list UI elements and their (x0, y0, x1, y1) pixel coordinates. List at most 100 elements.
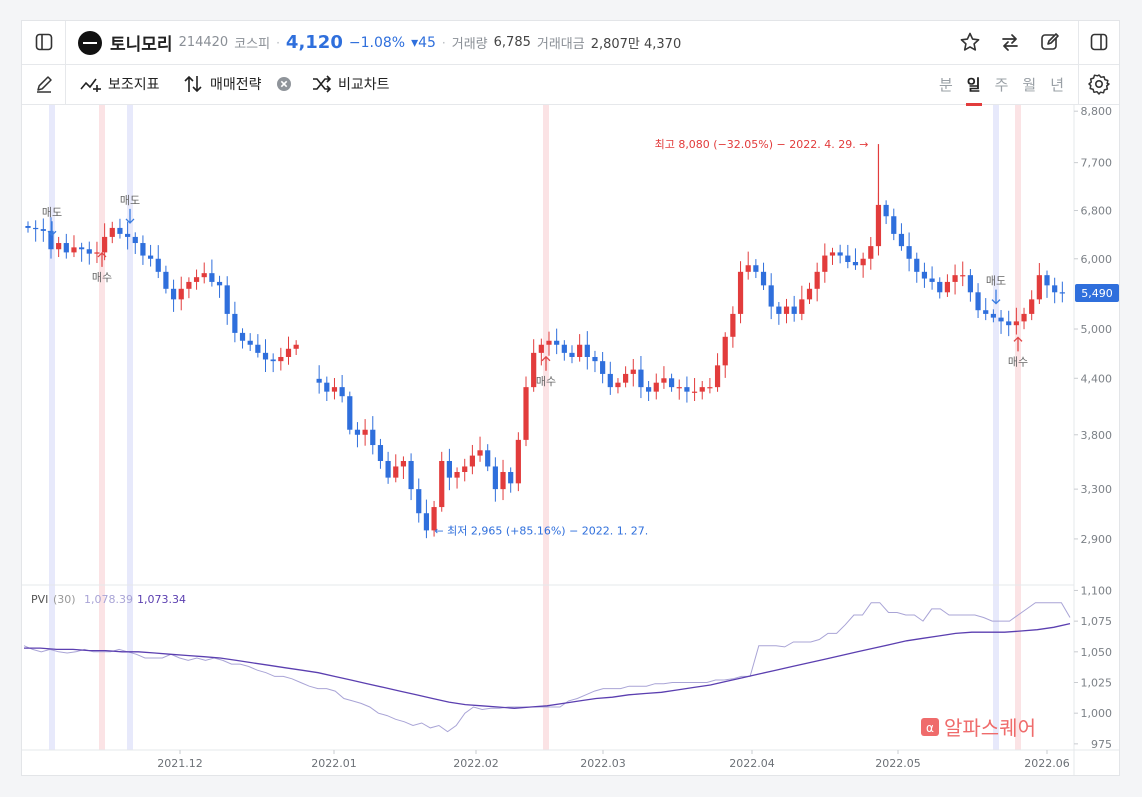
y-tick-label: 2,900 (1081, 533, 1113, 546)
signal-band-sell (127, 105, 133, 750)
candle-body (538, 344, 544, 353)
low-annotation: ← 최저 2,965 (+85.16%) − 2022. 1. 27. (434, 524, 648, 537)
y-tick-label: 5,000 (1081, 323, 1113, 336)
signal-band-buy (1015, 105, 1021, 750)
candle-body (883, 204, 889, 217)
candle-body (147, 255, 154, 259)
signal-band-sell (993, 105, 999, 750)
indicators-label: 보조지표 (108, 77, 160, 93)
candle-body (898, 233, 905, 247)
star-icon[interactable] (957, 29, 983, 55)
stock-name[interactable]: 토니모리 (110, 35, 173, 55)
candle-body (661, 378, 667, 383)
candle-body (998, 317, 1004, 322)
y-tick-label: 3,800 (1081, 429, 1113, 442)
candle-body (354, 429, 361, 435)
indicator-chart-icon (80, 78, 101, 92)
change-percent: −1.08% (348, 34, 406, 51)
buy-arrow-icon (97, 251, 107, 267)
candle-body (79, 247, 85, 250)
candle-body (1013, 321, 1019, 326)
tab-year[interactable]: 년 (1050, 75, 1064, 94)
candle-body (783, 306, 790, 314)
price-chart[interactable]: 2,900 3,300 3,800 4,400 5,000 6,000 6,800 7,700… (22, 105, 1119, 776)
signal-band-buy (99, 105, 105, 750)
candle-body (577, 344, 583, 357)
buy-signal-label: 매수 (1008, 355, 1028, 368)
buy-arrow-icon (1013, 336, 1023, 352)
candle-body (722, 336, 728, 366)
candle-body (431, 507, 437, 531)
candle-body (201, 273, 207, 278)
remove-strategy-icon[interactable] (276, 76, 292, 92)
candle-body (109, 227, 115, 237)
strategy-button[interactable]: 매매전략 (182, 64, 292, 104)
shuffle-icon (313, 75, 332, 93)
candle-body (531, 352, 537, 388)
pvi-signal-line (24, 622, 1071, 709)
candle-body (216, 281, 223, 286)
candle-body (990, 313, 996, 318)
tab-day[interactable]: 일 (965, 75, 982, 106)
candle-body (561, 344, 567, 353)
x-tick-label: 2021.12 (157, 757, 203, 770)
candle-body (684, 387, 690, 392)
buy-sell-arrows-icon (184, 75, 202, 93)
chart-area[interactable]: 2,900 3,300 3,800 4,400 5,000 6,000 6,800 7,700… (22, 105, 1119, 776)
candle-body (523, 387, 529, 440)
pvi-y-tick-label: 1,075 (1081, 615, 1113, 628)
swap-arrows-icon[interactable] (997, 29, 1023, 55)
candle-body (224, 285, 230, 314)
stock-summary: 토니모리 214420 코스피 · 4,120 −1.08% ▾45 · 거래량… (78, 21, 681, 64)
candle-body (385, 460, 391, 478)
gear-icon[interactable] (1086, 71, 1112, 97)
compare-label: 비교차트 (338, 77, 390, 93)
candle-body (400, 460, 407, 467)
candle-body (806, 288, 813, 300)
candle-body (745, 265, 751, 272)
candle-body (615, 382, 621, 388)
indicators-button[interactable]: 보조지표 (80, 64, 160, 104)
candle-body (178, 288, 184, 300)
pvi-indicator-name: PVI (31, 593, 48, 606)
chart-toolbar: 보조지표 매매전략 비교차트 분 일 주 월 년 (22, 64, 1119, 106)
candle-body (584, 344, 590, 357)
tab-week[interactable]: 주 (994, 75, 1009, 94)
candle-body (508, 472, 514, 484)
tab-minute[interactable]: 분 (938, 75, 953, 94)
watermark-text: 알파스퀘어 (944, 716, 1036, 740)
candle-body (799, 299, 805, 314)
candle-body (714, 365, 721, 388)
candle-body (776, 306, 782, 314)
pvi-signal-value: 1,073.34 (137, 593, 186, 606)
edit-icon[interactable] (1037, 29, 1063, 55)
market-name: 코스피 (234, 37, 271, 52)
candle-body (967, 275, 973, 293)
panel-left-icon[interactable] (31, 29, 57, 55)
tab-month[interactable]: 월 (1022, 75, 1037, 94)
pen-icon[interactable] (31, 71, 57, 97)
candle-body (469, 455, 475, 467)
last-price-label: 5,490 (1081, 287, 1113, 300)
candle-body (829, 252, 836, 256)
pvi-line (23, 602, 1071, 733)
candle-body (40, 229, 46, 231)
compare-button[interactable]: 비교차트 (312, 64, 390, 104)
candle-body (623, 373, 629, 383)
last-price-tag (1075, 283, 1119, 302)
candle-body (1036, 275, 1042, 300)
y-tick-label: 8,800 (1081, 105, 1113, 118)
x-tick-label: 2022.04 (729, 757, 775, 770)
candle-body (209, 273, 215, 282)
candle-body (653, 382, 659, 392)
panel-right-icon[interactable] (1086, 29, 1112, 55)
candle-body (170, 288, 177, 300)
candle-body (293, 344, 299, 349)
candle-body (439, 460, 445, 508)
period-tabs: 분 일 주 월 년 (938, 64, 1064, 106)
y-tick-label: 6,800 (1081, 205, 1113, 218)
candle-body (324, 382, 330, 392)
stock-header: 토니모리 214420 코스피 · 4,120 −1.08% ▾45 · 거래량… (22, 21, 1119, 65)
candle-body (668, 378, 675, 388)
pvi-y-tick-label: 1,100 (1081, 584, 1113, 597)
